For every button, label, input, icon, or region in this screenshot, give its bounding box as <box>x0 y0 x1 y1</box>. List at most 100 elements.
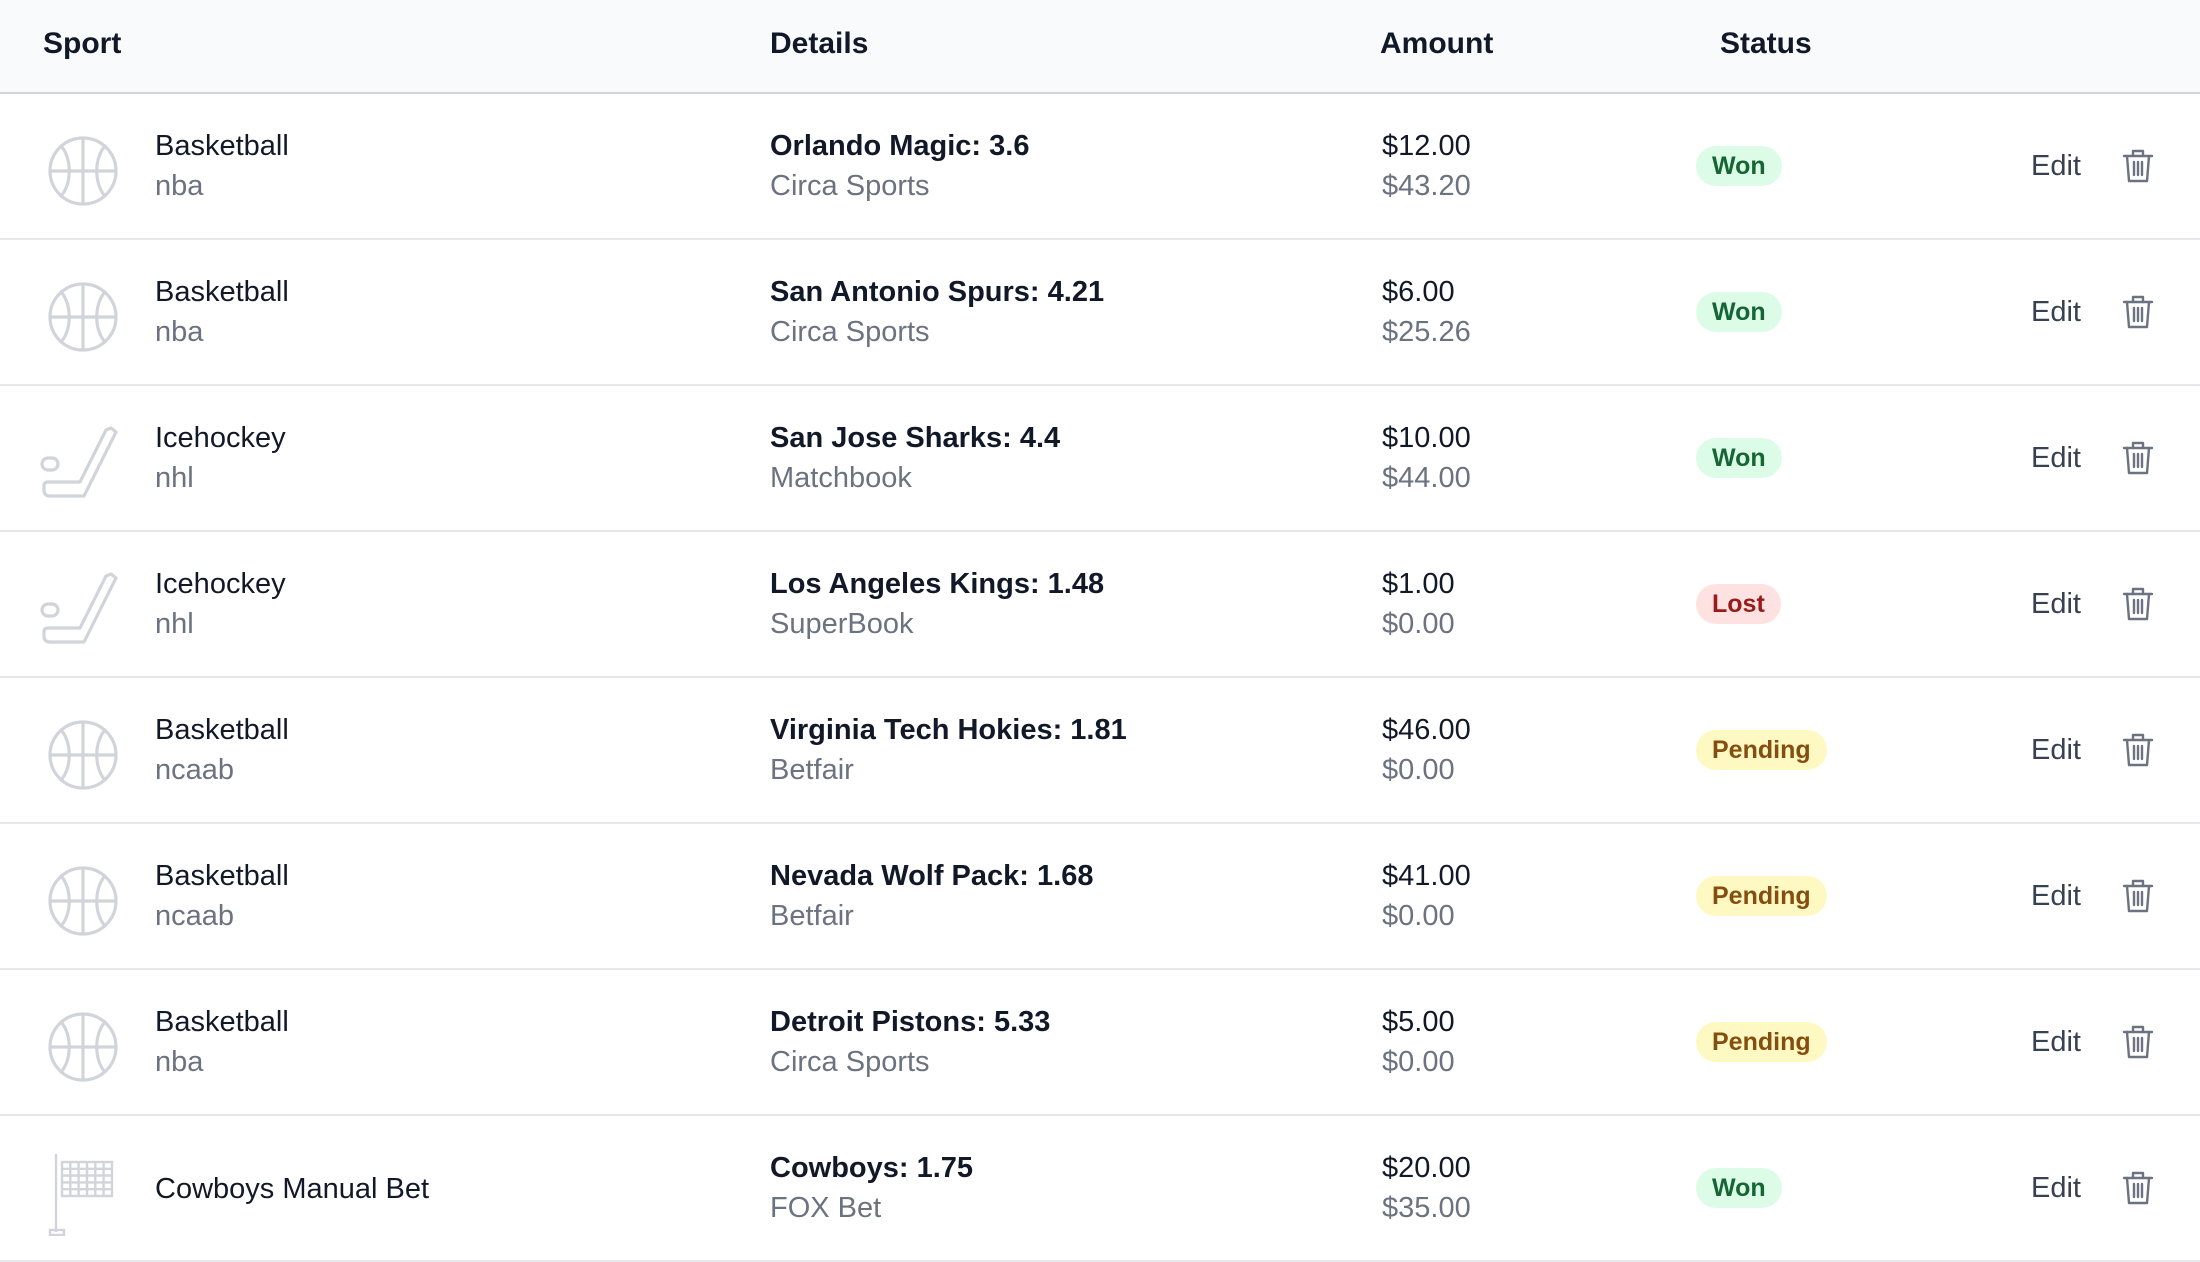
column-header-sport[interactable]: Sport <box>43 27 122 60</box>
payout-amount: $0.00 <box>1382 1046 1455 1078</box>
edit-button[interactable]: Edit <box>2031 588 2081 620</box>
details-cell: Detroit Pistons: 5.33 Circa Sports <box>770 1002 1050 1082</box>
basketball-icon <box>40 274 126 360</box>
table-row: Cowboys Manual Bet Cowboys: 1.75 FOX Bet $2… <box>0 1116 2200 1262</box>
sportsbook-name: Matchbook <box>770 462 912 494</box>
league-name: ncaab <box>155 754 235 786</box>
table-body: Basketball nba Orlando Magic: 3.6 Circa Spo… <box>0 94 2200 1262</box>
pick-odds: Virginia Tech Hokies: 1.81 <box>770 714 1127 746</box>
payout-amount: $44.00 <box>1382 462 1471 494</box>
basketball-icon <box>40 712 126 798</box>
status-badge: Pending <box>1696 730 1827 770</box>
column-header-details[interactable]: Details <box>770 27 869 60</box>
trash-icon[interactable] <box>2121 440 2155 476</box>
edit-button[interactable]: Edit <box>2031 1172 2081 1204</box>
trash-icon[interactable] <box>2121 1170 2155 1206</box>
pick-odds: Detroit Pistons: 5.33 <box>770 1006 1051 1038</box>
trash-icon[interactable] <box>2121 732 2155 768</box>
amount-cell: $6.00 $25.26 <box>1382 272 1471 352</box>
status-badge: Pending <box>1696 1022 1827 1062</box>
column-header-status[interactable]: Status <box>1720 27 1812 60</box>
trash-icon[interactable] <box>2121 294 2155 330</box>
edit-button[interactable]: Edit <box>2031 296 2081 328</box>
sport-cell: Basketball nba <box>155 272 289 352</box>
amount-cell: $41.00 $0.00 <box>1382 856 1471 936</box>
column-header-amount[interactable]: Amount <box>1380 27 1494 60</box>
payout-amount: $0.00 <box>1382 900 1455 932</box>
edit-button[interactable]: Edit <box>2031 1026 2081 1058</box>
amount-cell: $46.00 $0.00 <box>1382 710 1471 790</box>
sportsbook-name: Circa Sports <box>770 170 930 202</box>
table-row: Basketball ncaab Virginia Tech Hokies: 1.8… <box>0 678 2200 824</box>
league-name: ncaab <box>155 900 235 932</box>
table-row: Icehockey nhl Los Angeles Kings: 1.48 Super… <box>0 532 2200 678</box>
sportsbook-name: FOX Bet <box>770 1192 882 1224</box>
details-cell: Los Angeles Kings: 1.48 SuperBook <box>770 564 1104 644</box>
sport-name: Icehockey <box>155 422 286 454</box>
details-cell: Nevada Wolf Pack: 1.68 Betfair <box>770 856 1093 936</box>
table-row: Icehockey nhl San Jose Sharks: 4.4 Matchboo… <box>0 386 2200 532</box>
sport-name: Icehockey <box>155 568 286 600</box>
stake-amount: $46.00 <box>1382 714 1471 746</box>
stake-amount: $41.00 <box>1382 860 1471 892</box>
payout-amount: $43.20 <box>1382 170 1471 202</box>
sport-cell: Basketball ncaab <box>155 710 289 790</box>
trash-icon[interactable] <box>2121 1024 2155 1060</box>
pick-odds: Nevada Wolf Pack: 1.68 <box>770 860 1094 892</box>
league-name: nhl <box>155 462 194 494</box>
payout-amount: $35.00 <box>1382 1192 1471 1224</box>
sport-name: Basketball <box>155 276 289 308</box>
stake-amount: $10.00 <box>1382 422 1471 454</box>
table-row: Basketball nba Detroit Pistons: 5.33 Circa … <box>0 970 2200 1116</box>
pick-odds: San Antonio Spurs: 4.21 <box>770 276 1105 308</box>
status-badge: Won <box>1696 292 1782 332</box>
sport-cell: Icehockey nhl <box>155 418 286 498</box>
status-badge: Won <box>1696 1168 1782 1208</box>
stake-amount: $6.00 <box>1382 276 1455 308</box>
sportsbook-name: Betfair <box>770 754 854 786</box>
sport-name: Basketball <box>155 1006 289 1038</box>
status-badge: Won <box>1696 438 1782 478</box>
sportsbook-name: Circa Sports <box>770 1046 930 1078</box>
sport-name: Basketball <box>155 130 289 162</box>
pick-odds: Los Angeles Kings: 1.48 <box>770 568 1105 600</box>
amount-cell: $10.00 $44.00 <box>1382 418 1471 498</box>
sport-cell: Basketball ncaab <box>155 856 289 936</box>
basketball-icon <box>40 128 126 214</box>
league-name: nba <box>155 170 204 202</box>
trash-icon[interactable] <box>2121 878 2155 914</box>
details-cell: San Antonio Spurs: 4.21 Circa Sports <box>770 272 1104 352</box>
hockey-stick-icon <box>40 420 126 506</box>
status-badge: Lost <box>1696 584 1781 624</box>
sportsbook-name: SuperBook <box>770 608 914 640</box>
sport-cell: Icehockey nhl <box>155 564 286 644</box>
league-name: nba <box>155 316 204 348</box>
league-name: nba <box>155 1046 204 1078</box>
status-badge: Pending <box>1696 876 1827 916</box>
table-row: Basketball nba Orlando Magic: 3.6 Circa Spo… <box>0 94 2200 240</box>
pick-odds: Cowboys: 1.75 <box>770 1152 974 1184</box>
hockey-stick-icon <box>40 566 126 652</box>
details-cell: San Jose Sharks: 4.4 Matchbook <box>770 418 1060 498</box>
stake-amount: $20.00 <box>1382 1152 1471 1184</box>
details-cell: Virginia Tech Hokies: 1.81 Betfair <box>770 710 1127 790</box>
sportsbook-name: Betfair <box>770 900 854 932</box>
pick-odds: San Jose Sharks: 4.4 <box>770 422 1061 454</box>
pick-odds: Orlando Magic: 3.6 <box>770 130 1030 162</box>
stake-amount: $1.00 <box>1382 568 1455 600</box>
edit-button[interactable]: Edit <box>2031 880 2081 912</box>
amount-cell: $12.00 $43.20 <box>1382 126 1471 206</box>
edit-button[interactable]: Edit <box>2031 150 2081 182</box>
edit-button[interactable]: Edit <box>2031 734 2081 766</box>
edit-button[interactable]: Edit <box>2031 442 2081 474</box>
details-cell: Orlando Magic: 3.6 Circa Sports <box>770 126 1029 206</box>
amount-cell: $20.00 $35.00 <box>1382 1148 1471 1228</box>
sport-name: Cowboys Manual Bet <box>155 1173 430 1205</box>
table-row: Basketball ncaab Nevada Wolf Pack: 1.68 Bet… <box>0 824 2200 970</box>
trash-icon[interactable] <box>2121 148 2155 184</box>
basketball-icon <box>40 1004 126 1090</box>
trash-icon[interactable] <box>2121 586 2155 622</box>
stake-amount: $12.00 <box>1382 130 1471 162</box>
league-name: nhl <box>155 608 194 640</box>
